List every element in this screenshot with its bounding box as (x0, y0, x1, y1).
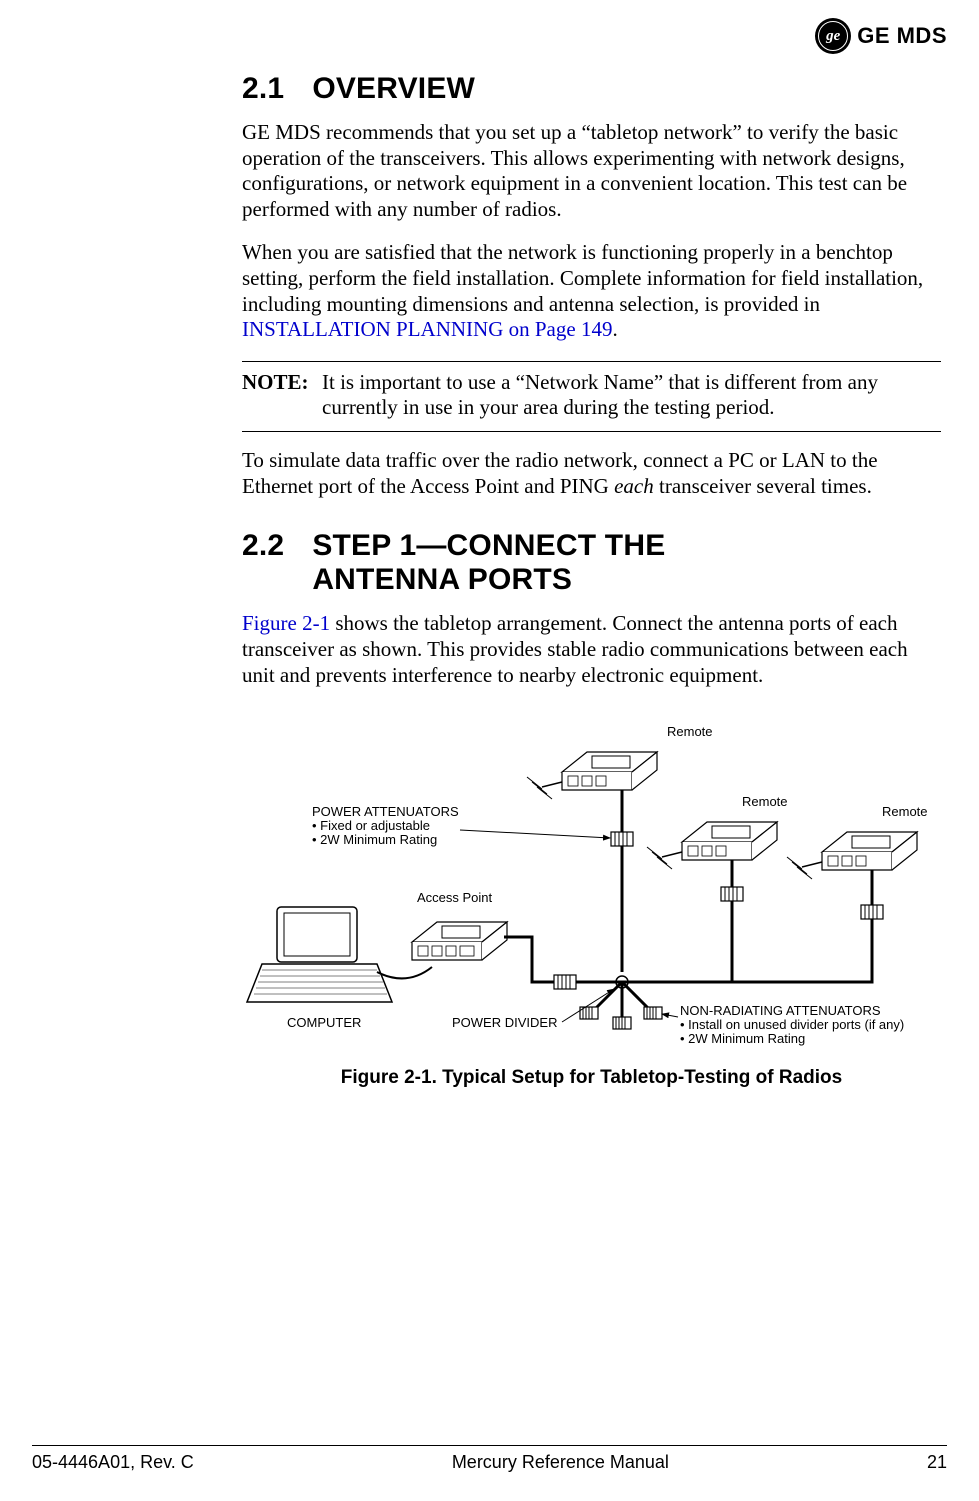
section-21-p3-post: transceiver several times. (654, 474, 872, 498)
figure-label-non-rad-b2: • 2W Minimum Rating (680, 1031, 805, 1046)
figure-label-remote-3: Remote (882, 804, 928, 819)
note-label: NOTE: (242, 370, 322, 421)
footer-right: 21 (927, 1452, 947, 1473)
remote-1-icon (527, 752, 657, 799)
remote-3-icon (787, 832, 917, 879)
ge-logo-script: ge (826, 28, 840, 45)
footer-left: 05-4446A01, Rev. C (32, 1452, 194, 1473)
section-21-heading: 2.1 OVERVIEW (242, 72, 941, 106)
ge-logo-icon: ge (815, 18, 851, 54)
section-21-title: OVERVIEW (312, 72, 475, 106)
figure-label-non-rad-b1: • Install on unused divider ports (if an… (680, 1017, 904, 1032)
figure-label-power-att-b1: • Fixed or adjustable (312, 818, 430, 833)
brand-text: GE MDS (857, 23, 947, 49)
figure-2-1-link[interactable]: Figure 2-1 (242, 611, 330, 635)
section-21-p2-post: . (612, 317, 617, 341)
section-22-number: 2.2 (242, 529, 284, 597)
figure-label-access-point: Access Point (417, 890, 493, 905)
figure-caption: Figure 2-1. Typical Setup for Tabletop-T… (232, 1067, 951, 1089)
section-22-title-l1: STEP 1—CONNECT THE (312, 529, 665, 562)
computer-icon (247, 907, 392, 1002)
access-point-icon (412, 922, 507, 960)
figure-label-remote-1: Remote (667, 724, 713, 739)
section-21-p3: To simulate data traffic over the radio … (242, 448, 941, 499)
header-logo: ge GE MDS (815, 18, 947, 54)
figure-label-power-divider: POWER DIVIDER (452, 1015, 557, 1030)
section-21-p2-pre: When you are satisfied that the network … (242, 240, 923, 315)
figure-label-power-att-title: POWER ATTENUATORS (312, 804, 459, 819)
figure-label-non-rad-title: NON-RADIATING ATTENUATORS (680, 1003, 881, 1018)
attenuator-icon-r2 (721, 887, 743, 901)
figure-label-power-att-b2: • 2W Minimum Rating (312, 832, 437, 847)
footer-center: Mercury Reference Manual (452, 1452, 669, 1473)
note-text: It is important to use a “Network Name” … (322, 370, 941, 421)
section-21-p1: GE MDS recommends that you set up a “tab… (242, 120, 941, 222)
attenuator-icon-r1 (611, 832, 633, 846)
figure-svg: COMPUTER Access Point (232, 712, 952, 1052)
section-21-p3-em: each (614, 474, 654, 498)
section-22-p1: Figure 2-1 shows the tabletop arrangemen… (242, 611, 941, 688)
attenuator-icon-t2 (644, 1007, 662, 1019)
figure-label-computer: COMPUTER (287, 1015, 361, 1030)
figure-2-1: COMPUTER Access Point (232, 712, 951, 1089)
section-22-title-l2: ANTENNA PORTS (312, 563, 572, 596)
installation-planning-link[interactable]: INSTALLATION PLANNING on Page 149 (242, 317, 612, 341)
remote-2-icon (647, 822, 777, 869)
page-footer: 05-4446A01, Rev. C Mercury Reference Man… (32, 1445, 947, 1473)
figure-label-remote-2: Remote (742, 794, 788, 809)
attenuator-icon-t3 (613, 1017, 631, 1029)
attenuator-icon-r3 (861, 905, 883, 919)
note-block: NOTE: It is important to use a “Network … (242, 361, 941, 432)
section-22-p1-post: shows the tabletop arrangement. Connect … (242, 611, 908, 686)
section-21-number: 2.1 (242, 72, 284, 106)
attenuator-icon (554, 975, 576, 989)
section-22-heading: 2.2 STEP 1—CONNECT THE ANTENNA PORTS (242, 529, 941, 597)
section-21-p2: When you are satisfied that the network … (242, 240, 941, 342)
